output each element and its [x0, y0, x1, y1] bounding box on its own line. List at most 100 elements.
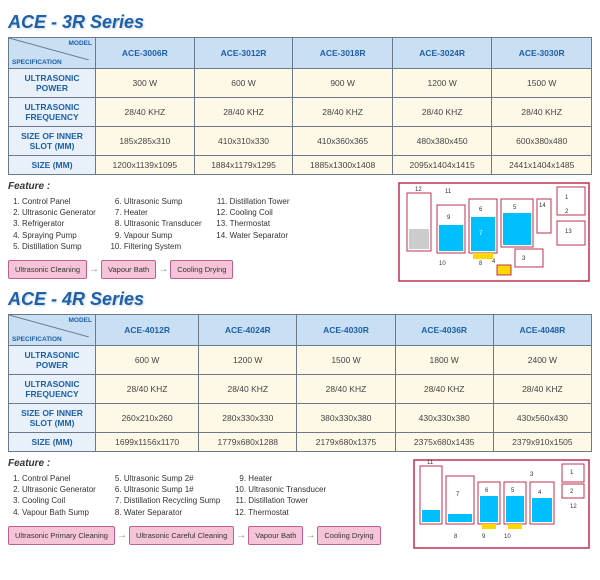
model-head: ACE-4012R [96, 315, 199, 346]
svg-text:1: 1 [565, 195, 569, 201]
svg-text:13: 13 [565, 229, 572, 235]
svg-text:12: 12 [415, 187, 422, 193]
svg-text:8: 8 [479, 261, 483, 267]
cell: 28/40 KHZ [493, 375, 591, 404]
model-head: ACE-4024R [199, 315, 297, 346]
svg-text:9: 9 [447, 215, 451, 221]
cell: 1200 W [392, 69, 492, 98]
cell: 28/40 KHZ [96, 98, 195, 127]
svg-text:12: 12 [570, 504, 577, 510]
flow-step: Vapour Bath [248, 526, 303, 545]
flow-4r: Ultrasonic Primary Cleaning→ Ultrasonic … [8, 526, 404, 545]
model-head: ACE-3006R [96, 38, 195, 69]
svg-text:11: 11 [445, 189, 452, 195]
cell: 28/40 KHZ [492, 98, 592, 127]
arrow-icon: → [305, 530, 315, 541]
svg-text:9: 9 [482, 534, 486, 540]
model-head: ACE-4048R [493, 315, 591, 346]
series4-title: ACE - 4R Series [8, 289, 592, 310]
svg-text:5: 5 [513, 205, 517, 211]
cell: 2379x910x1505 [493, 433, 591, 452]
row-label: ULTRASONIC POWER [9, 69, 96, 98]
cell: 28/40 KHZ [395, 375, 493, 404]
cell: 600x380x480 [492, 127, 592, 156]
svg-text:3: 3 [530, 472, 534, 478]
arrow-icon: → [158, 264, 168, 275]
model-head: ACE-4030R [297, 315, 395, 346]
svg-text:2: 2 [570, 489, 574, 495]
cell: 900 W [293, 69, 393, 98]
svg-text:6: 6 [485, 488, 489, 494]
svg-text:3: 3 [522, 256, 526, 262]
cell: 1884x1179x1295 [194, 156, 293, 175]
corner-cell: SPECIFICATION MODEL [9, 38, 96, 69]
svg-text:6: 6 [479, 207, 483, 213]
svg-text:8: 8 [454, 534, 458, 540]
row-label: SIZE (MM) [9, 156, 96, 175]
row-label: ULTRASONIC FREQUENCY [9, 98, 96, 127]
series3-table: SPECIFICATION MODEL ACE-3006R ACE-3012R … [8, 37, 592, 175]
cell: 1800 W [395, 346, 493, 375]
cell: 1500 W [297, 346, 395, 375]
model-head: ACE-3024R [392, 38, 492, 69]
feature-head: Feature : [8, 181, 389, 192]
svg-text:1: 1 [570, 470, 574, 476]
arrow-icon: → [117, 530, 127, 541]
cell: 1200 W [199, 346, 297, 375]
cell: 410x310x330 [194, 127, 293, 156]
cell: 430x560x430 [493, 404, 591, 433]
cell: 1885x1300x1408 [293, 156, 393, 175]
cell: 600 W [194, 69, 293, 98]
flow-step: Ultrasonic Primary Cleaning [8, 526, 115, 545]
cell: 2375x680x1435 [395, 433, 493, 452]
cell: 2400 W [493, 346, 591, 375]
svg-text:5: 5 [511, 488, 515, 494]
row-label: SIZE (MM) [9, 433, 96, 452]
features-4r: Control PanelUltrasonic GeneratorCooling… [8, 473, 404, 518]
flow-3r: Ultrasonic Cleaning→ Vapour Bath→ Coolin… [8, 260, 389, 279]
model-head: ACE-3012R [194, 38, 293, 69]
cell: 2179x680x1375 [297, 433, 395, 452]
cell: 430x330x380 [395, 404, 493, 433]
cell: 1500 W [492, 69, 592, 98]
cell: 28/40 KHZ [96, 375, 199, 404]
arrow-icon: → [236, 530, 246, 541]
svg-text:7: 7 [456, 492, 460, 498]
cell: 480x380x450 [392, 127, 492, 156]
cell: 28/40 KHZ [194, 98, 293, 127]
flow-step: Ultrasonic Careful Cleaning [129, 526, 234, 545]
model-head: ACE-3018R [293, 38, 393, 69]
model-head: ACE-4036R [395, 315, 493, 346]
diagram-3r: 1 2 13 3 4 12 9 67 8 5 14 10 11 [397, 175, 592, 285]
cell: 185x285x310 [96, 127, 195, 156]
cell: 1200x1139x1095 [96, 156, 195, 175]
flow-step: Ultrasonic Cleaning [8, 260, 87, 279]
svg-text:14: 14 [539, 203, 546, 209]
flow-step: Cooling Drying [170, 260, 233, 279]
svg-text:4: 4 [538, 490, 542, 496]
corner-cell: SPECIFICATION MODEL [9, 315, 96, 346]
cell: 280x330x330 [199, 404, 297, 433]
cell: 2095x1404x1415 [392, 156, 492, 175]
cell: 380x330x380 [297, 404, 395, 433]
cell: 600 W [96, 346, 199, 375]
arrow-icon: → [89, 264, 99, 275]
flow-step: Vapour Bath [101, 260, 156, 279]
row-label: ULTRASONIC FREQUENCY [9, 375, 96, 404]
svg-text:10: 10 [439, 261, 446, 267]
row-label: SIZE OF INNER SLOT (MM) [9, 404, 96, 433]
cell: 260x210x260 [96, 404, 199, 433]
row-label: ULTRASONIC POWER [9, 346, 96, 375]
flow-step: Cooling Drying [317, 526, 380, 545]
svg-text:2: 2 [565, 209, 569, 215]
cell: 2441x1404x1485 [492, 156, 592, 175]
model-head: ACE-3030R [492, 38, 592, 69]
svg-text:10: 10 [504, 534, 511, 540]
cell: 300 W [96, 69, 195, 98]
row-label: SIZE OF INNER SLOT (MM) [9, 127, 96, 156]
cell: 28/40 KHZ [293, 98, 393, 127]
cell: 28/40 KHZ [297, 375, 395, 404]
series4-table: SPECIFICATION MODEL ACE-4012R ACE-4024R … [8, 314, 592, 452]
features-3r: Control PanelUltrasonic GeneratorRefrige… [8, 196, 389, 252]
svg-text:11: 11 [427, 460, 434, 466]
